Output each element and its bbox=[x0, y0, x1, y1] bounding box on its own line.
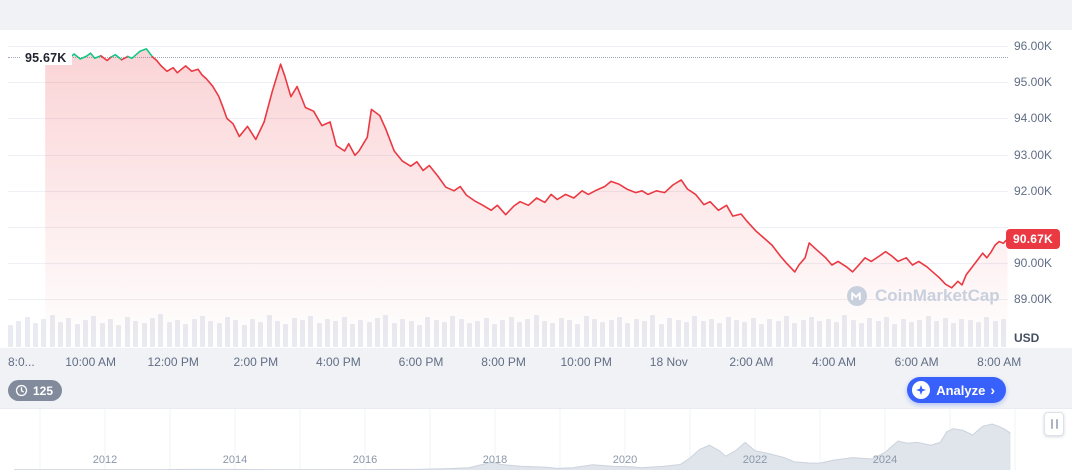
range-navigator[interactable]: 2012 2014 2016 2018 2020 2022 2024 bbox=[0, 408, 1072, 470]
analyze-button[interactable]: Analyze › bbox=[907, 377, 1006, 403]
x-axis-label: 8:0... bbox=[8, 355, 35, 369]
viewers-count-pill[interactable]: 125 bbox=[8, 380, 63, 401]
chart-top-spacer bbox=[0, 0, 1072, 30]
open-price-label: 95.67K bbox=[20, 51, 72, 65]
x-axis-label: 2:00 AM bbox=[729, 355, 774, 369]
viewers-count: 125 bbox=[33, 383, 54, 398]
x-axis-label: 8:00 PM bbox=[481, 355, 526, 369]
x-axis-label: 8:00 AM bbox=[977, 355, 1022, 369]
y-axis-label: 93.00K bbox=[1014, 147, 1053, 162]
x-axis-label: 2:00 PM bbox=[233, 355, 279, 369]
navigator-year-label: 2014 bbox=[222, 454, 248, 466]
navigator-year-label: 2012 bbox=[92, 454, 118, 466]
x-axis-label: 18 Nov bbox=[649, 355, 688, 369]
x-axis-label: 10:00 PM bbox=[560, 355, 612, 369]
navigator-area-chart bbox=[14, 409, 1016, 470]
navigator-year-label: 2022 bbox=[742, 454, 768, 466]
y-axis-label: 89.00K bbox=[1014, 292, 1053, 307]
navigator-year-label: 2024 bbox=[872, 454, 898, 466]
x-axis-label: 4:00 PM bbox=[316, 355, 361, 369]
brush-handle[interactable] bbox=[1044, 412, 1064, 436]
chevron-right-icon: › bbox=[990, 382, 995, 398]
y-axis-label: 96.00K bbox=[1014, 39, 1053, 53]
navigator-area bbox=[14, 424, 1011, 470]
y-axis-label: 92.00K bbox=[1014, 183, 1053, 198]
x-axis-toolbar-band: 8:0... 10:00 AM 12:00 PM 2:00 PM 4:00 PM 6:00… bbox=[0, 348, 1072, 408]
x-axis-label: 12:00 PM bbox=[147, 355, 199, 369]
y-axis-label: 90.00K bbox=[1014, 256, 1053, 271]
x-axis-label: 6:00 PM bbox=[398, 355, 444, 369]
current-price-badge: 90.67K bbox=[1006, 229, 1060, 249]
y-axis-label: 94.00K bbox=[1014, 111, 1053, 126]
x-axis-label: 6:00 AM bbox=[894, 355, 939, 369]
navigator-year-label: 2016 bbox=[352, 454, 378, 466]
y-axis-unit-label: USD bbox=[1014, 331, 1040, 345]
y-axis-label: 95.00K bbox=[1014, 75, 1053, 90]
clock-icon bbox=[15, 384, 28, 397]
analyze-sparkle-icon bbox=[912, 381, 931, 399]
x-axis-label: 4:00 AM bbox=[811, 355, 857, 369]
navigator-year-label: 2018 bbox=[482, 454, 508, 466]
price-plot-area[interactable] bbox=[8, 30, 1006, 348]
analyze-label: Analyze bbox=[936, 382, 986, 398]
x-axis-label: 10:00 AM bbox=[65, 355, 116, 369]
navigator-year-label: 2020 bbox=[612, 454, 638, 466]
navigator-area-outline bbox=[14, 423, 1011, 470]
